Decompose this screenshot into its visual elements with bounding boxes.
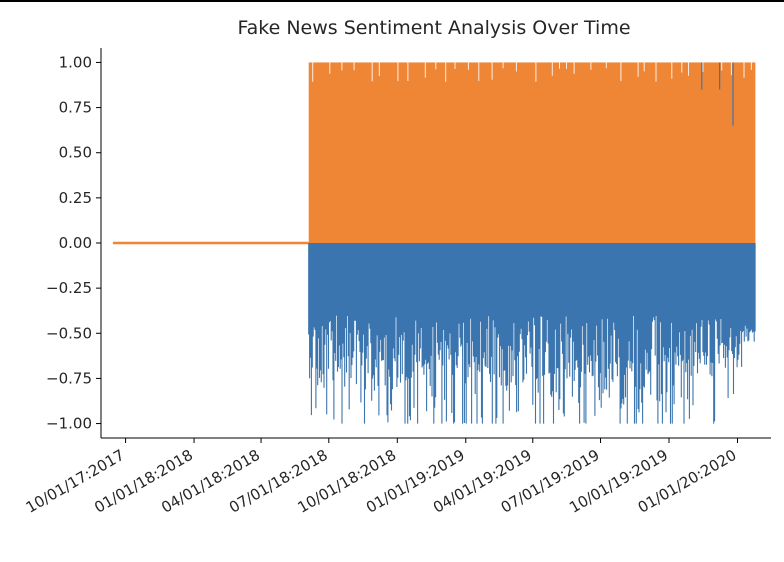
series-positive-gaps: [312, 62, 752, 82]
series-negative-spikes: [308, 243, 756, 424]
y-tick-label: 1.00: [59, 53, 92, 71]
series-positive: [308, 62, 756, 243]
plot-area: [112, 62, 756, 424]
y-tick-label: −1.00: [46, 415, 92, 433]
y-tick-label: −0.25: [46, 279, 92, 297]
y-tick-label: 0.75: [59, 99, 92, 117]
y-tick-label: −0.50: [46, 324, 92, 342]
chart-title: Fake News Sentiment Analysis Over Time: [237, 17, 630, 39]
y-tick-label: 0.50: [59, 144, 92, 162]
top-border: [0, 0, 784, 2]
y-tick-label: 0.00: [59, 234, 92, 252]
series-positive-band: [308, 62, 756, 243]
y-tick-label: −0.75: [46, 369, 92, 387]
y-tick-label: 0.25: [59, 189, 92, 207]
series-negative: [308, 243, 756, 424]
